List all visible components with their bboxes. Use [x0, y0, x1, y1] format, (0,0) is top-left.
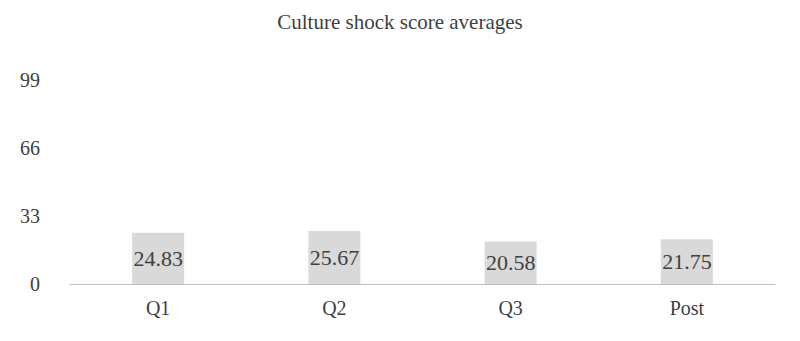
- svg-text:Q2: Q2: [322, 297, 346, 319]
- svg-text:21.75: 21.75: [662, 249, 712, 274]
- svg-text:Culture shock score averages: Culture shock score averages: [277, 10, 523, 34]
- svg-text:Post: Post: [670, 297, 705, 319]
- svg-text:66: 66: [20, 137, 40, 159]
- svg-text:0: 0: [30, 273, 40, 295]
- svg-text:Q1: Q1: [146, 297, 170, 319]
- svg-text:33: 33: [20, 205, 40, 227]
- svg-text:24.83: 24.83: [133, 246, 183, 271]
- svg-text:20.58: 20.58: [486, 250, 536, 275]
- svg-text:99: 99: [20, 69, 40, 91]
- svg-text:25.67: 25.67: [310, 245, 360, 270]
- svg-text:Q3: Q3: [498, 297, 522, 319]
